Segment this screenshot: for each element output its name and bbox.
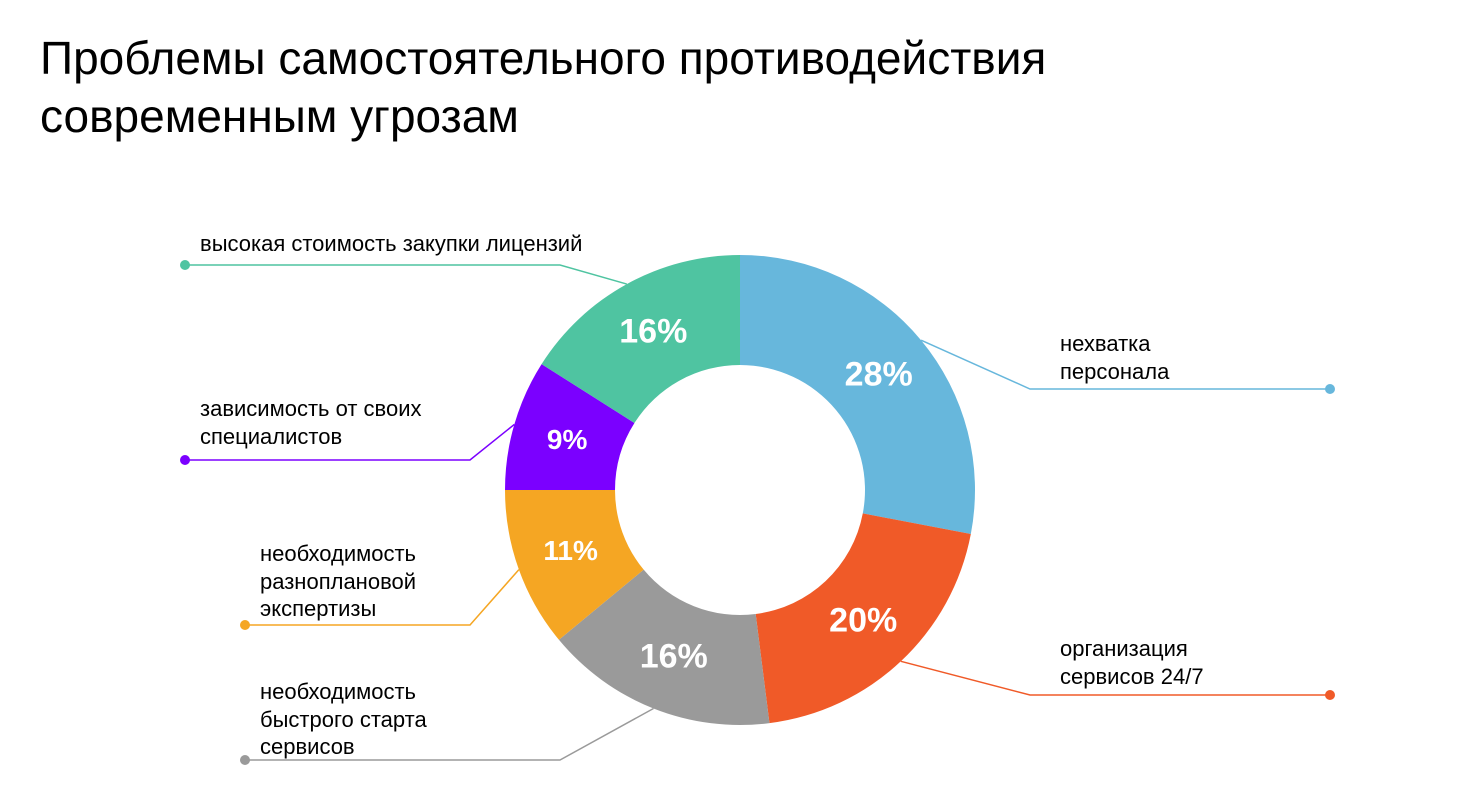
pct-label-expertise: 11% — [543, 535, 598, 567]
leader-dot-services247 — [1325, 690, 1335, 700]
segment-label-licenses: высокая стоимость закупки лицензий — [200, 230, 582, 258]
pct-label-dependence: 9% — [547, 424, 587, 456]
pct-label-licenses: 16% — [619, 313, 687, 352]
leader-dot-licenses — [180, 260, 190, 270]
pct-label-fast-start: 16% — [640, 638, 708, 677]
segment-label-services247: организация сервисов 24/7 — [1060, 635, 1204, 690]
leader-dot-personnel — [1325, 384, 1335, 394]
pct-label-services247: 20% — [829, 602, 897, 641]
leader-dot-fast-start — [240, 755, 250, 765]
donut-chart: 28% нехватка персонала 20% организация серв… — [0, 0, 1480, 807]
leader-dot-expertise — [240, 620, 250, 630]
segment-label-fast-start: необходимость быстрого старта сервисов — [260, 678, 427, 761]
segment-label-expertise: необходимость разноплановой экспертизы — [260, 540, 416, 623]
leader-dot-dependence — [180, 455, 190, 465]
leader-line-licenses — [185, 265, 627, 284]
segment-label-personnel: нехватка персонала — [1060, 330, 1169, 385]
pct-label-personnel: 28% — [845, 356, 913, 395]
segment-label-dependence: зависимость от своих специалистов — [200, 395, 422, 450]
